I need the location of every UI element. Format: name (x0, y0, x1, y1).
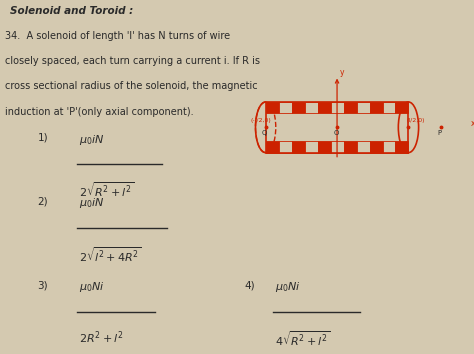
Text: $2\sqrt{l^2+4R^2}$: $2\sqrt{l^2+4R^2}$ (79, 245, 141, 264)
Polygon shape (305, 141, 318, 153)
Text: $\mu_0 Ni$: $\mu_0 Ni$ (79, 280, 105, 294)
Text: 3): 3) (37, 280, 48, 291)
Text: $\mu_0 iN$: $\mu_0 iN$ (79, 196, 105, 210)
Text: O: O (334, 130, 339, 136)
Polygon shape (370, 102, 383, 113)
Text: x: x (471, 119, 474, 128)
Text: Q: Q (262, 130, 267, 136)
Text: closely spaced, each turn carrying a current i. If R is: closely spaced, each turn carrying a cur… (5, 56, 260, 66)
Text: $4\sqrt{R^2+l^2}$: $4\sqrt{R^2+l^2}$ (275, 330, 330, 348)
Polygon shape (292, 141, 305, 153)
Text: y: y (340, 68, 344, 76)
Polygon shape (292, 102, 305, 113)
Polygon shape (279, 141, 292, 153)
Polygon shape (344, 102, 356, 113)
Text: P: P (437, 130, 441, 136)
Text: $\mu_0 Ni$: $\mu_0 Ni$ (275, 280, 301, 294)
Text: $2\sqrt{R^2+l^2}$: $2\sqrt{R^2+l^2}$ (79, 180, 135, 199)
Polygon shape (344, 141, 356, 153)
Text: $\mu_0 iN$: $\mu_0 iN$ (79, 133, 105, 147)
Polygon shape (330, 141, 344, 153)
Text: Solenoid and Toroid :: Solenoid and Toroid : (10, 6, 133, 16)
Text: cross sectional radius of the solenoid, the magnetic: cross sectional radius of the solenoid, … (5, 81, 258, 91)
Polygon shape (356, 102, 370, 113)
Text: $2R^2+l^2$: $2R^2+l^2$ (79, 330, 124, 346)
Text: (-l/2,0): (-l/2,0) (251, 118, 272, 124)
Polygon shape (395, 141, 409, 153)
Polygon shape (356, 141, 370, 153)
Polygon shape (265, 141, 279, 153)
Polygon shape (305, 102, 318, 113)
Polygon shape (279, 102, 292, 113)
Text: 1): 1) (37, 133, 48, 143)
Text: 2): 2) (37, 196, 48, 206)
Polygon shape (370, 141, 383, 153)
Polygon shape (318, 102, 330, 113)
Text: induction at 'P'(only axial component).: induction at 'P'(only axial component). (5, 107, 194, 116)
Text: 34.  A solenoid of length 'l' has N turns of wire: 34. A solenoid of length 'l' has N turns… (5, 30, 230, 41)
Text: (l/2,0): (l/2,0) (406, 118, 425, 124)
Text: 4): 4) (245, 280, 255, 291)
Polygon shape (318, 141, 330, 153)
Polygon shape (383, 102, 395, 113)
Polygon shape (395, 102, 409, 113)
Polygon shape (383, 141, 395, 153)
Polygon shape (330, 102, 344, 113)
Polygon shape (265, 102, 279, 113)
